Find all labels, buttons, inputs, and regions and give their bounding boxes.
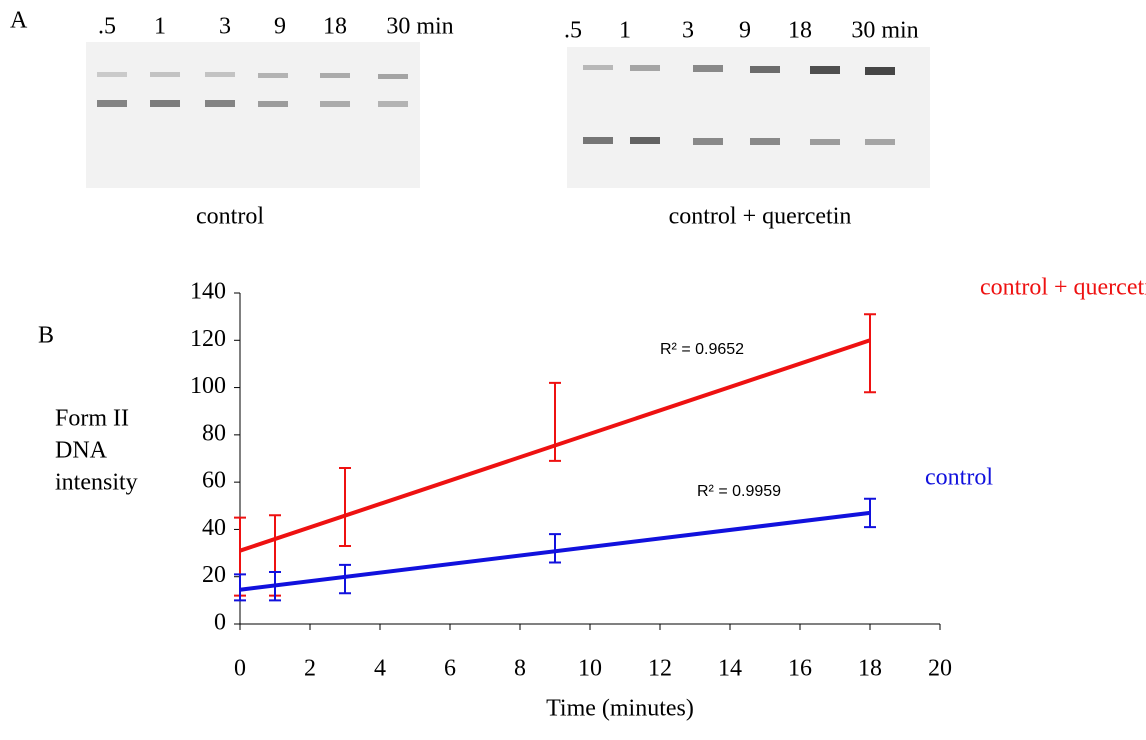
x-tick-label: 4 <box>374 656 386 682</box>
lane-label: 3 <box>682 18 694 44</box>
error-bar <box>234 573 246 602</box>
lane-label: 30 min <box>386 14 453 40</box>
y-tick-label: 60 <box>202 468 226 494</box>
y-axis-title: Form II <box>55 406 129 432</box>
error-bar <box>339 466 351 547</box>
gel-image <box>86 42 420 188</box>
lane-label: 18 <box>323 14 347 40</box>
y-tick-label: 80 <box>202 420 226 446</box>
error-bar <box>549 533 561 564</box>
x-tick-label: 12 <box>648 656 672 682</box>
legend-entry: control + quercetin <box>980 275 1146 301</box>
y-tick-label: 20 <box>202 562 226 588</box>
x-tick-label: 0 <box>234 656 246 682</box>
x-tick-label: 14 <box>718 656 742 682</box>
error-bar <box>269 570 281 602</box>
gel-caption: control + quercetin <box>669 204 852 230</box>
x-tick-label: 8 <box>514 656 526 682</box>
x-tick-label: 10 <box>578 656 602 682</box>
lane-label: .5 <box>98 14 116 40</box>
error-bar <box>864 497 876 529</box>
y-tick-label: 40 <box>202 515 226 541</box>
y-axis-title: intensity <box>55 470 138 496</box>
x-tick-label: 2 <box>304 656 316 682</box>
lane-label: 30 min <box>851 18 918 44</box>
gel-image <box>567 47 930 188</box>
r2-annotation: R² = 0.9959 <box>697 483 781 500</box>
lane-label: 18 <box>788 18 812 44</box>
y-tick-label: 0 <box>214 610 226 636</box>
r2-annotation: R² = 0.9652 <box>660 341 744 358</box>
gel-caption: control <box>196 204 264 230</box>
y-tick-label: 100 <box>190 373 226 399</box>
x-tick-label: 18 <box>858 656 882 682</box>
lane-label: 3 <box>219 14 231 40</box>
y-axis-title: DNA <box>55 438 108 464</box>
error-bar <box>339 563 351 595</box>
y-tick-label: 140 <box>190 279 226 305</box>
x-tick-label: 16 <box>788 656 812 682</box>
x-axis-title: Time (minutes) <box>546 696 694 722</box>
error-bar <box>864 313 876 394</box>
lane-label: 1 <box>154 14 166 40</box>
y-tick-label: 120 <box>190 326 226 352</box>
panel-label: B <box>38 323 54 349</box>
error-bar <box>549 381 561 462</box>
x-tick-label: 20 <box>928 656 952 682</box>
legend-entry: control <box>925 465 993 491</box>
panel-label: A <box>10 8 28 34</box>
lane-label: 9 <box>739 18 751 44</box>
x-tick-label: 6 <box>444 656 456 682</box>
lane-label: 9 <box>274 14 286 40</box>
lane-label: .5 <box>564 18 582 44</box>
lane-label: 1 <box>619 18 631 44</box>
